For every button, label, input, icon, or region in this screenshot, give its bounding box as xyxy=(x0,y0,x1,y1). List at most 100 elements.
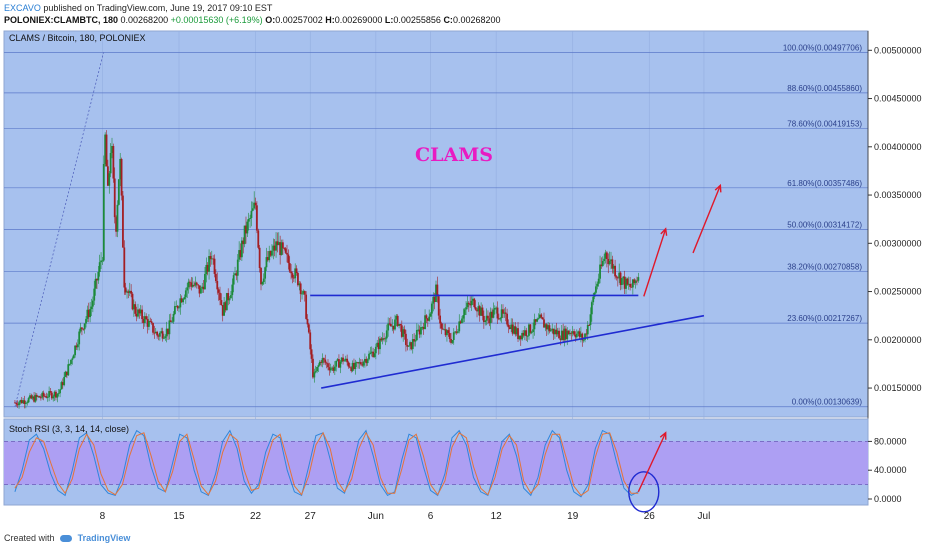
candle-body xyxy=(376,342,379,347)
candle-body xyxy=(619,272,622,285)
candle-body xyxy=(482,315,485,323)
candle-body xyxy=(160,331,163,333)
candle-body xyxy=(149,320,152,322)
cloud-icon xyxy=(60,535,73,543)
candle-body xyxy=(521,332,524,340)
candle-body xyxy=(143,316,146,323)
rsi-title: Stoch RSI (3, 3, 14, 14, close) xyxy=(9,424,129,434)
candle-body xyxy=(245,225,247,234)
rsi-circle xyxy=(628,471,660,513)
candle-body xyxy=(400,325,403,337)
author-link[interactable]: EXCAVO xyxy=(4,3,41,13)
candle-body xyxy=(52,396,55,399)
candle-body xyxy=(206,264,209,272)
candle-body xyxy=(16,404,19,406)
candle-body xyxy=(489,311,492,324)
candle-body xyxy=(396,315,399,326)
candle-body xyxy=(340,357,343,362)
candle-body xyxy=(484,320,487,323)
candle-body xyxy=(231,284,234,296)
candle-body xyxy=(532,329,534,333)
candle-body xyxy=(208,256,210,272)
time-tick-label: Jun xyxy=(368,511,384,522)
chart-area[interactable]: 100.00%(0.00497706) 88.60%(0.00455860) 78.… xyxy=(0,27,932,533)
close-value: 0.00268200 xyxy=(452,15,501,25)
candle-body xyxy=(603,258,606,262)
time-tick-label: 22 xyxy=(250,511,262,522)
time-tick-label: 15 xyxy=(173,511,185,522)
candle-body xyxy=(157,335,160,337)
candle-body xyxy=(117,179,120,205)
candle-body xyxy=(57,393,60,395)
candle-body xyxy=(481,307,484,316)
candle-body xyxy=(172,313,175,322)
candle-body xyxy=(41,392,44,398)
candle-body xyxy=(171,321,174,323)
candle-body xyxy=(272,245,275,251)
candle-body xyxy=(68,363,71,365)
footer: Created with TradingView xyxy=(4,533,130,543)
candle-body xyxy=(238,250,241,260)
candle-body xyxy=(94,278,97,289)
candle-body xyxy=(100,260,102,263)
candle-body xyxy=(220,300,223,306)
candle-body xyxy=(474,307,477,310)
candle-body xyxy=(240,240,243,258)
candle-body xyxy=(402,329,405,337)
publish-info: EXCAVO published on TradingView.com, Jun… xyxy=(4,3,272,13)
candle-body xyxy=(301,293,303,295)
candle-body xyxy=(250,210,253,219)
candle-body xyxy=(46,397,49,398)
candle-body xyxy=(399,323,402,326)
candle-body xyxy=(97,271,100,281)
candle-body xyxy=(577,331,580,334)
candle-body xyxy=(271,250,273,256)
candle-body xyxy=(161,331,164,339)
candle-body xyxy=(385,330,388,339)
candle-body xyxy=(19,400,22,403)
candle-body xyxy=(313,372,316,378)
support-trendline xyxy=(321,314,705,389)
time-tick-label: 6 xyxy=(428,511,434,522)
candle-body xyxy=(381,338,384,341)
tradingview-logo[interactable]: TradingView xyxy=(77,533,131,543)
candle-body xyxy=(504,312,507,314)
candle-body xyxy=(302,291,305,294)
candle-body xyxy=(101,260,104,262)
candle-body xyxy=(499,318,502,320)
candle-body xyxy=(142,319,145,323)
candle-body xyxy=(581,333,584,341)
candle-body xyxy=(343,360,346,362)
candle-body xyxy=(213,258,216,274)
candle-body xyxy=(502,309,504,314)
candle-body xyxy=(286,252,288,255)
candle-body xyxy=(87,309,90,318)
candle-body xyxy=(40,397,42,399)
candle-body xyxy=(443,329,446,331)
candle-body xyxy=(232,275,235,285)
candle-body xyxy=(273,245,276,251)
candle-body xyxy=(562,330,565,341)
candle-body xyxy=(513,326,515,334)
candle-body xyxy=(384,338,387,340)
forecast-arrow-2-head xyxy=(714,183,722,193)
candle-body xyxy=(266,257,269,261)
candle-body xyxy=(264,267,267,279)
candle-body xyxy=(253,202,256,209)
price-tick-label: 0.00400000 xyxy=(874,142,922,152)
candle-body xyxy=(262,278,265,283)
candle-body xyxy=(183,297,186,300)
candle-body xyxy=(586,325,589,335)
candle-body xyxy=(104,134,107,165)
rsi-tick-label: 0.0000 xyxy=(874,494,902,504)
candle-body xyxy=(85,318,87,324)
candle-body xyxy=(383,338,385,340)
fib-label: 100.00%(0.00497706) xyxy=(783,44,863,53)
candle-body xyxy=(309,332,312,350)
candle-body xyxy=(465,307,467,310)
candle-body xyxy=(466,302,469,308)
candle-body xyxy=(470,300,473,306)
candle-body xyxy=(570,332,573,334)
candle-body xyxy=(31,396,34,399)
candle-body xyxy=(418,329,421,335)
